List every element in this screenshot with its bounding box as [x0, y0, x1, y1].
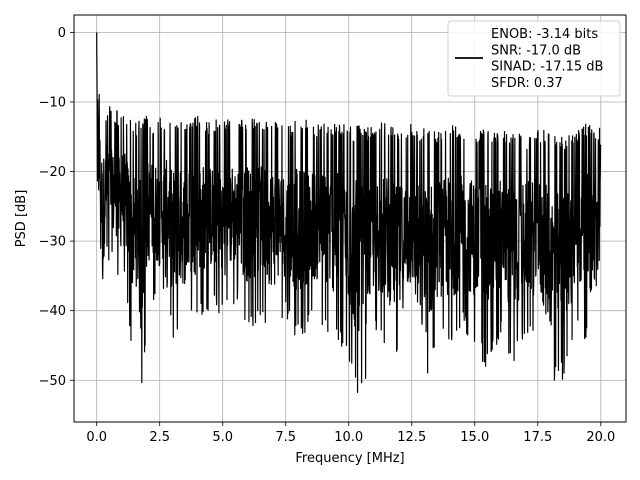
x-tick-label: 20.0	[586, 430, 615, 445]
y-tick-label: −10	[39, 95, 66, 110]
legend-label-line: SNR: -17.0 dB	[491, 43, 581, 58]
y-tick-label: −40	[39, 304, 66, 319]
legend-label-line: SFDR: 0.37	[491, 76, 563, 91]
legend-label-line: ENOB: -3.14 bits	[491, 27, 598, 42]
x-tick-label: 12.5	[397, 430, 426, 445]
x-axis-label: Frequency [MHz]	[295, 451, 404, 466]
x-tick-label: 15.0	[460, 430, 489, 445]
y-tick-label: 0	[58, 26, 66, 41]
x-tick-label: 7.5	[275, 430, 296, 445]
y-axis-ticks: 0 −10 −20 −30 −40 −50	[39, 26, 74, 389]
legend-label: ENOB: -3.14 bits SNR: -17.0 dB SINAD: -17.…	[491, 27, 603, 91]
x-tick-label: 2.5	[149, 430, 170, 445]
x-axis-ticks: 0.0 2.5 5.0 7.5 10.0 12.5 15.0 17.5 20.0	[86, 422, 615, 445]
legend-label-line: SINAD: -17.15 dB	[491, 60, 603, 75]
y-tick-label: −50	[39, 374, 66, 389]
y-tick-label: −30	[39, 235, 66, 250]
x-tick-label: 17.5	[523, 430, 552, 445]
y-axis-label: PSD [dB]	[14, 190, 29, 248]
plot-frame	[73, 14, 627, 423]
psd-series-line	[96, 32, 602, 393]
legend: ENOB: -3.14 bits SNR: -17.0 dB SINAD: -17.…	[447, 20, 621, 97]
series-trace	[96, 32, 602, 393]
x-tick-label: 0.0	[86, 430, 107, 445]
x-tick-label: 5.0	[212, 430, 233, 445]
x-tick-label: 10.0	[334, 430, 363, 445]
y-tick-label: −20	[39, 165, 66, 180]
legend-box	[447, 20, 621, 97]
